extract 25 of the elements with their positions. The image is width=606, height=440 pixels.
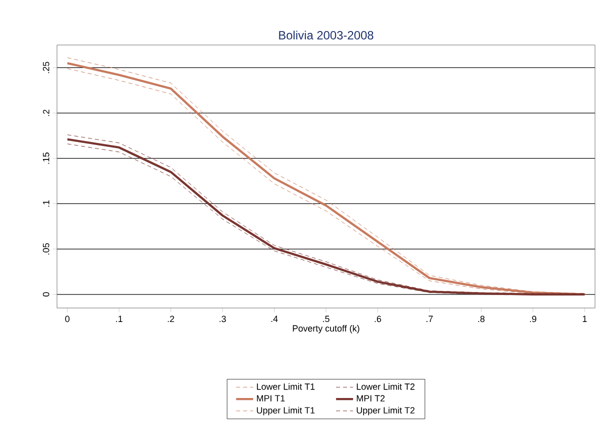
y-tick-label: .05 xyxy=(42,243,50,254)
y-tick-label: 0 xyxy=(42,292,50,297)
x-tick-label: 0 xyxy=(65,316,70,322)
x-tick-label: .6 xyxy=(374,316,382,322)
legend-label: Upper Limit T2 xyxy=(356,406,414,416)
y-tick-label: .1 xyxy=(43,200,50,207)
x-tick-label: .3 xyxy=(220,316,226,322)
x-tick-label: .5 xyxy=(323,316,330,322)
x-tick-label: .7 xyxy=(426,316,433,322)
x-tick-label: .4 xyxy=(271,316,278,322)
y-tick-label: .25 xyxy=(42,62,50,74)
legend-label: Upper Limit T1 xyxy=(256,406,315,416)
legend-label: MPI T2 xyxy=(356,395,385,402)
y-tick-label: .2 xyxy=(42,110,50,116)
x-axis-title: Poverty cutoff (k) xyxy=(292,324,360,334)
x-tick-label: .8 xyxy=(478,316,485,322)
legend-label: MPI T1 xyxy=(256,395,285,402)
legend-label: Lower Limit T2 xyxy=(356,383,414,390)
chart-title: Bolivia 2003-2008 xyxy=(279,30,374,40)
y-tick-label: .15 xyxy=(42,152,50,164)
x-tick-label: .9 xyxy=(530,316,536,322)
x-tick-label: 1 xyxy=(582,316,587,322)
x-tick-label: .2 xyxy=(168,316,174,322)
x-tick-label: .1 xyxy=(116,316,122,322)
legend-label: Lower Limit T1 xyxy=(256,383,315,390)
